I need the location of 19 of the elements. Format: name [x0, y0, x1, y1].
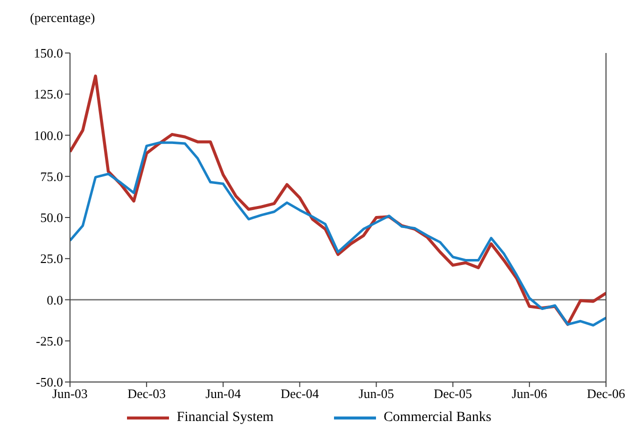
x-tick-label: Dec-05 — [434, 386, 472, 402]
x-tick-label: Dec-04 — [280, 386, 320, 402]
y-tick-label: 0.0 — [46, 292, 63, 308]
y-tick-label: 50.0 — [40, 210, 63, 226]
x-tick-label: Dec-06 — [586, 386, 626, 402]
x-tick-label: Dec-03 — [127, 386, 166, 402]
y-tick-label: 25.0 — [40, 251, 63, 266]
y-tick-label: 75.0 — [40, 168, 63, 184]
y-tick-label: 150.0 — [34, 46, 63, 61]
x-tick-label: Jun-04 — [205, 386, 242, 402]
y-tick-label: 100.0 — [34, 128, 63, 143]
y-axis-title: (percentage) — [30, 10, 95, 26]
x-tick-label: Jun-06 — [512, 386, 548, 402]
x-tick-label: Jun-05 — [358, 386, 394, 402]
line-series — [70, 141, 606, 326]
legend-label: Financial System — [176, 410, 274, 426]
legend-label: Commercial Banks — [384, 410, 492, 426]
y-tick-label: 125.0 — [34, 86, 63, 102]
y-tick-label: -25.0 — [36, 333, 63, 348]
